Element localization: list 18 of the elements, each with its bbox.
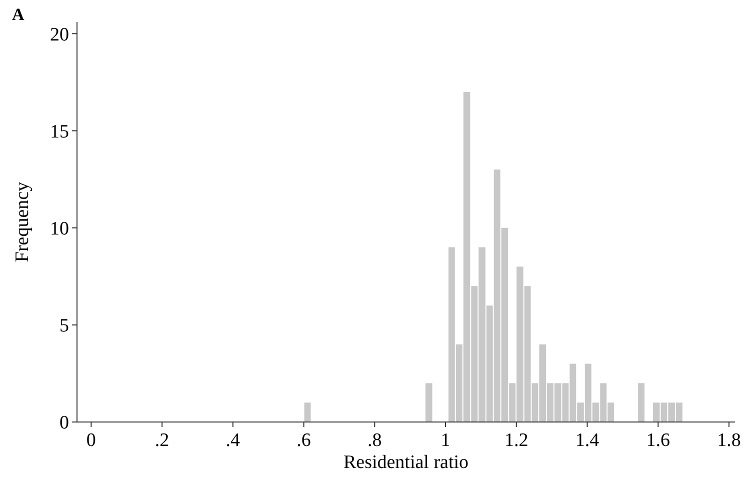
x-tick-label: .6 xyxy=(296,430,311,451)
y-tick-label: 20 xyxy=(50,24,69,46)
x-tick-label: .8 xyxy=(368,430,382,451)
x-tick-label: 0 xyxy=(86,430,96,451)
x-tick-label: 1.8 xyxy=(717,430,741,451)
x-tick-label: .4 xyxy=(226,430,241,451)
y-tick-label: 10 xyxy=(50,218,69,240)
y-tick-label: 5 xyxy=(60,316,69,337)
x-tick-label: 1.6 xyxy=(646,430,670,451)
y-tick-label: 15 xyxy=(50,121,69,142)
x-axis-title: Residential ratio xyxy=(343,452,469,473)
x-tick-label: 1.2 xyxy=(504,430,528,451)
y-tick-label: 0 xyxy=(60,412,69,434)
text: A xyxy=(12,5,25,24)
y-axis-title: Frequency xyxy=(12,181,33,262)
x-tick-label: 1 xyxy=(440,430,450,451)
x-tick-label: .2 xyxy=(154,430,170,451)
x-tick-label: 1.4 xyxy=(575,430,600,451)
